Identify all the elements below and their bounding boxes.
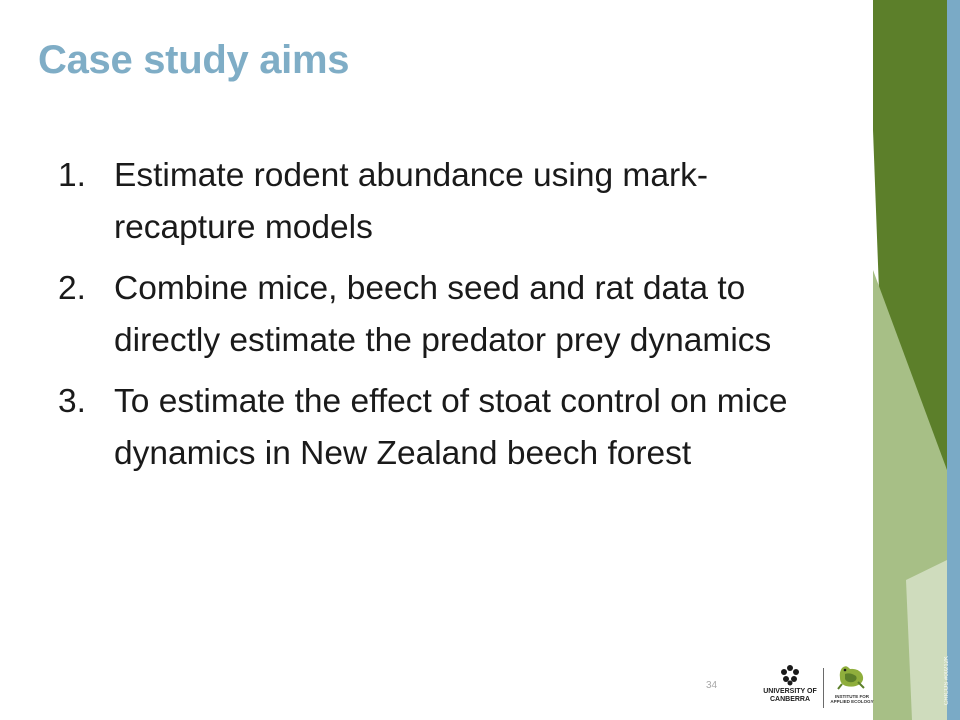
university-name: UNIVERSITY OF CANBERRA [760,688,820,704]
logo-divider [823,668,824,708]
aim-item: 3. To estimate the effect of stoat contr… [58,376,828,480]
frog-icon [837,666,865,690]
aim-text: Combine mice, beech seed and rat data to… [114,270,772,359]
aim-item: 2. Combine mice, beech seed and rat data… [58,263,828,367]
university-emblem-icon [781,665,799,686]
aim-number: 3. [58,383,86,420]
slide-title: Case study aims [38,38,350,82]
aim-text: To estimate the effect of stoat control … [114,383,788,472]
university-name-line1: UNIVERSITY OF [763,688,817,695]
university-of-canberra-logo: UNIVERSITY OF CANBERRA [760,664,820,710]
blue-side-band [947,0,960,720]
aim-number: 1. [58,157,86,194]
institute-for-applied-ecology-logo: INSTITUTE FOR APPLIED ECOLOGY [830,664,874,710]
institute-name: INSTITUTE FOR APPLIED ECOLOGY [830,694,874,704]
aims-list: 1. Estimate rodent abundance using mark-… [58,150,828,489]
aim-item: 1. Estimate rodent abundance using mark-… [58,150,828,254]
aim-number: 2. [58,270,86,307]
aim-text: Estimate rodent abundance using mark-rec… [114,157,709,246]
institute-name-line2: APPLIED ECOLOGY [830,699,874,704]
pale-green-wedge [906,560,947,720]
university-name-line2: CANBERRA [769,696,811,703]
page-number: 34 [706,680,718,691]
institute-name-line1: INSTITUTE FOR [835,694,869,699]
cricos-code: CRICOS #00212K [944,655,950,705]
